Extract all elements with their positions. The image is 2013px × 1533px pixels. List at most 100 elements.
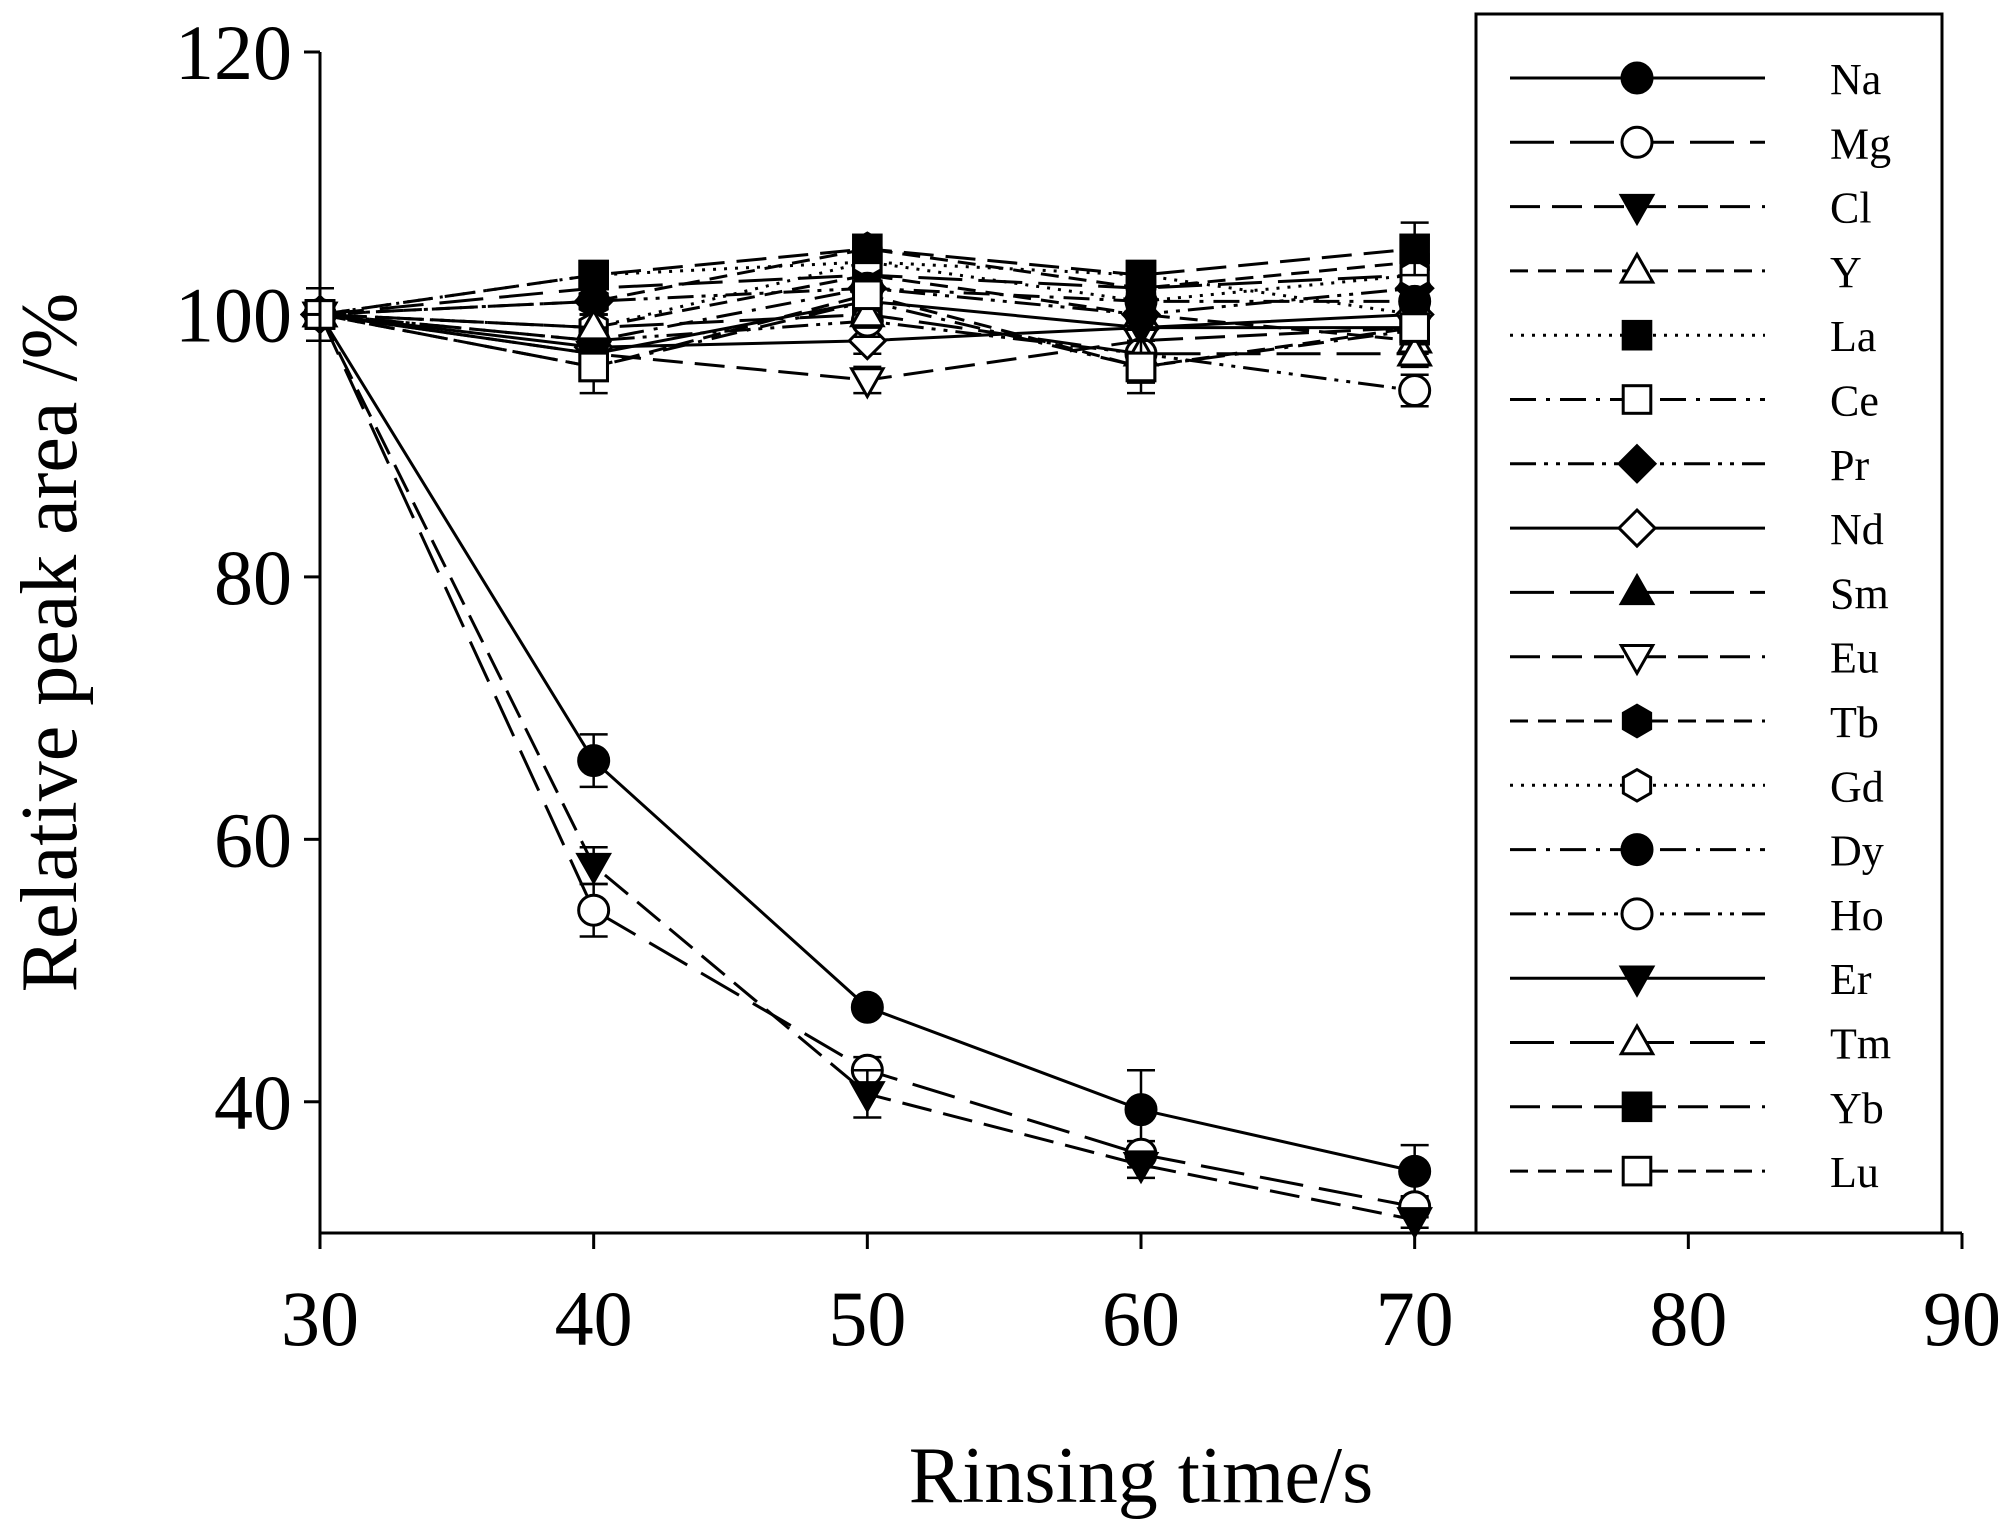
legend-marker: [1618, 193, 1656, 227]
legend-label: Gd: [1830, 762, 1884, 811]
legend-label: Dy: [1830, 827, 1884, 876]
legend-item-mg: Mg: [1510, 119, 1891, 168]
data-point: [1125, 351, 1157, 383]
legend-label: Y: [1830, 248, 1862, 297]
x-axis-title: Rinsing time/s: [909, 1432, 1374, 1520]
data-point: [1398, 374, 1432, 408]
legend-item-sm: Sm: [1510, 569, 1889, 618]
y-axis-ticks: 40 60 80 100 120: [175, 9, 320, 1146]
axes: 30 40 50 60 70 80 90 40 60 80 100 120 Rinsing time…: [6, 9, 2001, 1520]
data-point: [1396, 334, 1433, 367]
y-tick-label: 120: [175, 9, 292, 96]
legend-item-cl: Cl: [1510, 184, 1872, 233]
legend-item-la: La: [1510, 312, 1876, 361]
data-point: [1399, 312, 1430, 343]
x-tick-label: 90: [1923, 1275, 2001, 1362]
data-point: [1399, 233, 1430, 265]
legend-marker: [1620, 897, 1654, 931]
legend-item-tb: Tb: [1510, 698, 1879, 747]
legend-item-eu: Eu: [1510, 634, 1879, 683]
data-point: [1124, 1093, 1158, 1127]
legend-item-dy: Dy: [1510, 827, 1884, 876]
legend-item-nd: Nd: [1510, 505, 1884, 554]
legend-label: La: [1830, 312, 1876, 361]
legend-item-y: Y: [1510, 248, 1862, 297]
x-tick-label: 80: [1649, 1275, 1727, 1362]
legend-marker: [1618, 1022, 1656, 1056]
legend-marker: [1616, 507, 1658, 549]
x-tick-label: 70: [1376, 1275, 1454, 1362]
legend-item-ho: Ho: [1510, 891, 1884, 940]
series-line: [319, 312, 1415, 393]
data-point: [1398, 1154, 1432, 1188]
data-point: [1122, 1152, 1160, 1185]
data-point: [849, 1081, 886, 1114]
legend-marker: [1621, 384, 1653, 415]
x-tick-label: 30: [281, 1275, 359, 1362]
legend-marker: [1621, 1091, 1653, 1123]
data-point: [575, 852, 612, 886]
legend-item-yb: Yb: [1510, 1084, 1884, 1133]
data-point: [1396, 1207, 1433, 1240]
data-point: [577, 893, 611, 927]
legend-label: Ho: [1830, 891, 1884, 940]
data-point: [852, 279, 883, 311]
legend-label: Eu: [1830, 634, 1879, 683]
legend-label: Nd: [1830, 505, 1884, 554]
legend-label: Lu: [1830, 1148, 1879, 1197]
x-tick-label: 50: [828, 1275, 906, 1362]
series-line: [319, 247, 1415, 316]
x-tick-label: 40: [555, 1275, 633, 1362]
legend-marker: [1618, 251, 1656, 284]
legend-item-na: Na: [1510, 55, 1881, 104]
legend-marker: [1621, 1155, 1653, 1187]
legend-marker: [1621, 319, 1653, 351]
y-axis-title: Relative peak area /%: [6, 293, 94, 993]
x-tick-label: 60: [1102, 1275, 1180, 1362]
data-point: [849, 294, 886, 328]
legend-marker: [1616, 443, 1658, 484]
legend-marker: [1618, 572, 1656, 606]
y-tick-label: 60: [214, 796, 292, 883]
data-point: [578, 351, 609, 383]
legend-label: Er: [1830, 955, 1872, 1004]
data-point: [578, 259, 609, 291]
legend-item-tm: Tm: [1510, 1020, 1891, 1069]
legend-item-lu: Lu: [1510, 1148, 1879, 1197]
legend-label: Ce: [1830, 377, 1879, 426]
legend-marker: [1620, 125, 1654, 159]
legend-item-gd: Gd: [1510, 762, 1884, 811]
legend-item-ce: Ce: [1510, 377, 1879, 426]
legend-box: [1474, 12, 1944, 1235]
y-tick-label: 100: [175, 271, 292, 358]
legend-marker: [1620, 61, 1654, 95]
legend: Na Mg Cl Y La Ce Pr Nd Sm Eu Tb Gd Dy Ho Er Tm Yb Lu: [1474, 12, 1944, 1235]
legend-item-er: Er: [1510, 955, 1872, 1004]
data-point: [852, 233, 883, 265]
y-tick-label: 40: [214, 1059, 292, 1146]
x-axis-ticks: 30 40 50 60 70 80 90: [281, 1233, 2001, 1362]
legend-item-pr: Pr: [1510, 441, 1869, 490]
legend-marker: [1618, 965, 1656, 998]
data-point: [1398, 284, 1432, 318]
legend-label: Tm: [1830, 1020, 1891, 1069]
data-point: [1122, 314, 1160, 348]
legend-label: Na: [1830, 55, 1881, 104]
legend-label: Yb: [1830, 1084, 1884, 1133]
legend-marker: [1621, 767, 1653, 803]
y-tick-label: 80: [214, 534, 292, 621]
legend-label: Mg: [1830, 119, 1891, 168]
data-point: [577, 744, 611, 778]
data-point: [575, 308, 612, 341]
legend-marker: [1620, 833, 1654, 867]
legend-label: Pr: [1830, 441, 1869, 490]
data-point: [1125, 259, 1157, 291]
legend-label: Tb: [1830, 698, 1879, 747]
legend-marker: [1618, 643, 1656, 677]
legend-label: Sm: [1830, 569, 1889, 618]
series-lu: [304, 279, 1430, 395]
legend-marker: [1621, 703, 1653, 739]
data-point: [849, 367, 886, 400]
legend-label: Cl: [1830, 184, 1872, 233]
